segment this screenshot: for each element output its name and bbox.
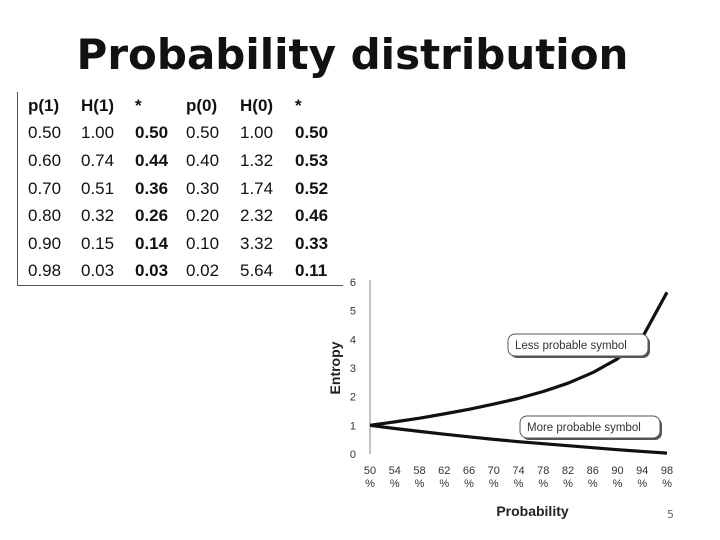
header-p1: p(1): [28, 95, 60, 115]
header-h1: H(1): [81, 95, 115, 115]
cell-product1: 0.50: [135, 123, 169, 143]
header-product1: *: [135, 95, 142, 115]
x-tick-label: 58%: [413, 465, 425, 490]
y-tick-label: 5: [350, 306, 356, 318]
y-tick-label: 1: [350, 420, 356, 432]
table-row: 0.90 0.15 0.14 0.10 3.32 0.33: [18, 230, 343, 258]
header-h0: H(0): [240, 95, 274, 115]
cell-p0: 0.02: [186, 261, 220, 281]
callout-less-probable-box: [507, 333, 649, 357]
header-product0: *: [295, 95, 302, 115]
cell-p0: 0.50: [186, 123, 220, 143]
cell-h0: 2.32: [240, 206, 274, 226]
cell-p1: 0.70: [28, 178, 62, 198]
x-tick-label: 78%: [537, 465, 549, 490]
cell-p0: 0.40: [186, 150, 220, 170]
x-tick-label: 94%: [636, 465, 648, 490]
x-tick-label: 66%: [463, 465, 475, 490]
cell-p1: 0.60: [28, 150, 62, 170]
x-tick-label: 86%: [587, 465, 599, 490]
cell-h0: 1.74: [240, 178, 274, 198]
table-row: 0.98 0.03 0.03 0.02 5.64 0.11: [18, 258, 343, 286]
cell-product0: 0.53: [295, 150, 329, 170]
x-tick-label: 98%: [661, 465, 673, 490]
cell-product0: 0.33: [295, 233, 329, 253]
cell-p1: 0.98: [28, 261, 62, 281]
cell-product0: 0.46: [295, 206, 329, 226]
cell-product0: 0.52: [295, 178, 329, 198]
x-tick-label: 90%: [611, 465, 623, 490]
cell-p1: 0.90: [28, 233, 62, 253]
cell-h1: 0.51: [81, 178, 115, 198]
entropy-chart: 0 1 2 3 4 5 6 Entropy 50 % 54 % 58 % 62 % 66 % 70 % 74 % 78 % 82…: [327, 277, 673, 519]
x-tick-label: 50%: [364, 465, 376, 490]
cell-h1: 0.03: [81, 261, 115, 281]
series-line-more-probable: [369, 423, 668, 455]
page-number: 5: [667, 508, 674, 521]
y-tick-label: 6: [350, 277, 356, 289]
cell-h1: 0.15: [81, 233, 115, 253]
cell-product1: 0.03: [135, 261, 169, 281]
cell-p0: 0.10: [186, 233, 220, 253]
cell-product1: 0.26: [135, 206, 169, 226]
table-row: 0.60 0.74 0.44 0.40 1.32 0.53: [18, 147, 343, 175]
table-row: 0.80 0.32 0.26 0.20 2.32 0.46: [18, 202, 343, 230]
callout-more-probable-text: More probable symbol: [527, 422, 641, 434]
series-line-less-probable: [369, 291, 669, 427]
x-tick-label: 70%: [488, 465, 500, 490]
x-axis-label: Probability: [496, 503, 569, 519]
cell-p1: 0.50: [28, 123, 62, 143]
y-axis-label: Entropy: [327, 341, 343, 394]
cell-h1: 0.32: [81, 206, 115, 226]
cell-product0: 0.11: [295, 261, 328, 281]
cell-h0: 1.32: [240, 150, 274, 170]
cell-p0: 0.30: [186, 178, 220, 198]
table-row: 0.50 1.00 0.50 0.50 1.00 0.50: [18, 120, 343, 148]
probability-table: p(1) H(1) * p(0) H(0) * 0.50 1.00 0.50 0.50…: [18, 92, 343, 285]
cell-p0: 0.20: [186, 206, 220, 226]
x-tick-label: 82%: [562, 465, 574, 490]
callout-more-probable-box: [519, 415, 661, 439]
y-tick-label: 2: [350, 392, 356, 404]
cell-product1: 0.44: [135, 150, 169, 170]
header-p0: p(0): [186, 95, 218, 115]
cell-product1: 0.14: [135, 233, 169, 253]
cell-h0: 3.32: [240, 233, 274, 253]
x-tick-label: 54%: [389, 465, 401, 490]
callout-less-probable-text: Less probable symbol: [515, 340, 627, 352]
cell-h1: 0.74: [81, 150, 115, 170]
cell-product0: 0.50: [295, 123, 329, 143]
y-tick-label: 3: [350, 363, 356, 375]
y-tick-label: 0: [350, 449, 356, 461]
cell-p1: 0.80: [28, 206, 62, 226]
cell-product1: 0.36: [135, 178, 169, 198]
y-tick-label: 4: [350, 334, 356, 346]
cell-h0: 1.00: [240, 123, 274, 143]
cell-h1: 1.00: [81, 123, 115, 143]
probability-table-frame: p(1) H(1) * p(0) H(0) * 0.50 1.00 0.50 0.50…: [17, 92, 343, 286]
x-tick-label: 74%: [512, 465, 524, 490]
slide-title: Probability distribution: [76, 30, 629, 79]
cell-h0: 5.64: [240, 261, 274, 281]
x-tick-label: 62%: [438, 465, 450, 490]
table-row: 0.70 0.51 0.36 0.30 1.74 0.52: [18, 175, 343, 203]
table-header-row: p(1) H(1) * p(0) H(0) *: [18, 92, 343, 120]
